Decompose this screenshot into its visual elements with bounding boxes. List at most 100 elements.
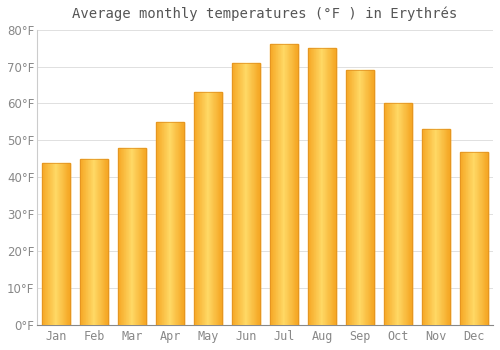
Bar (353, 70, 354, 325)
Bar (401, 104, 402, 325)
Bar (327, 48, 328, 325)
Bar (393, 104, 394, 325)
Bar (118, 148, 120, 325)
Bar (133, 148, 134, 325)
Bar (53, 163, 54, 325)
Bar (431, 130, 432, 325)
Bar (209, 92, 210, 325)
Bar (275, 44, 276, 325)
Bar (91, 159, 92, 325)
Bar (297, 44, 298, 325)
Bar (284, 44, 285, 325)
Bar (61, 163, 62, 325)
Bar (476, 152, 477, 325)
Bar (285, 44, 286, 325)
Bar (428, 130, 429, 325)
Bar (180, 122, 181, 325)
Bar (315, 48, 316, 325)
Bar (482, 152, 484, 325)
Bar (176, 122, 177, 325)
Bar (467, 152, 468, 325)
Bar (256, 63, 257, 325)
Bar (330, 48, 332, 325)
Bar (129, 148, 130, 325)
Bar (95, 159, 96, 325)
Bar (295, 44, 296, 325)
Bar (366, 70, 367, 325)
Bar (54, 163, 56, 325)
Bar (127, 148, 128, 325)
Bar (107, 159, 108, 325)
Bar (139, 148, 140, 325)
Bar (144, 148, 145, 325)
Bar (424, 130, 426, 325)
Bar (390, 104, 391, 325)
Bar (409, 104, 410, 325)
Bar (247, 63, 248, 325)
Bar (356, 70, 357, 325)
Bar (402, 104, 403, 325)
Bar (309, 48, 310, 325)
Bar (58, 163, 59, 325)
Bar (221, 92, 222, 325)
Bar (371, 70, 372, 325)
Bar (372, 70, 373, 325)
Bar (474, 152, 475, 325)
Bar (250, 63, 251, 325)
Bar (205, 92, 206, 325)
Bar (294, 44, 295, 325)
Bar (118, 148, 146, 325)
Bar (347, 70, 348, 325)
Bar (237, 63, 238, 325)
Bar (362, 70, 363, 325)
Bar (98, 159, 99, 325)
Bar (317, 48, 318, 325)
Bar (246, 63, 247, 325)
Bar (251, 63, 252, 325)
Bar (234, 63, 236, 325)
Bar (464, 152, 465, 325)
Bar (395, 104, 396, 325)
Bar (124, 148, 125, 325)
Bar (120, 148, 122, 325)
Bar (80, 159, 108, 325)
Bar (422, 130, 423, 325)
Bar (437, 130, 438, 325)
Bar (434, 130, 436, 325)
Bar (208, 92, 209, 325)
Bar (66, 163, 67, 325)
Bar (281, 44, 282, 325)
Bar (257, 63, 258, 325)
Bar (241, 63, 242, 325)
Bar (479, 152, 480, 325)
Bar (166, 122, 167, 325)
Bar (386, 104, 388, 325)
Bar (472, 152, 474, 325)
Bar (323, 48, 324, 325)
Bar (312, 48, 313, 325)
Bar (469, 152, 470, 325)
Bar (160, 122, 161, 325)
Bar (394, 104, 395, 325)
Bar (276, 44, 277, 325)
Bar (403, 104, 404, 325)
Bar (357, 70, 358, 325)
Bar (440, 130, 441, 325)
Bar (460, 152, 461, 325)
Bar (288, 44, 289, 325)
Bar (134, 148, 135, 325)
Bar (135, 148, 136, 325)
Bar (171, 122, 172, 325)
Bar (487, 152, 488, 325)
Bar (137, 148, 138, 325)
Bar (470, 152, 471, 325)
Bar (313, 48, 314, 325)
Bar (324, 48, 325, 325)
Bar (441, 130, 442, 325)
Bar (215, 92, 216, 325)
Bar (274, 44, 275, 325)
Bar (253, 63, 254, 325)
Bar (163, 122, 164, 325)
Bar (175, 122, 176, 325)
Bar (291, 44, 292, 325)
